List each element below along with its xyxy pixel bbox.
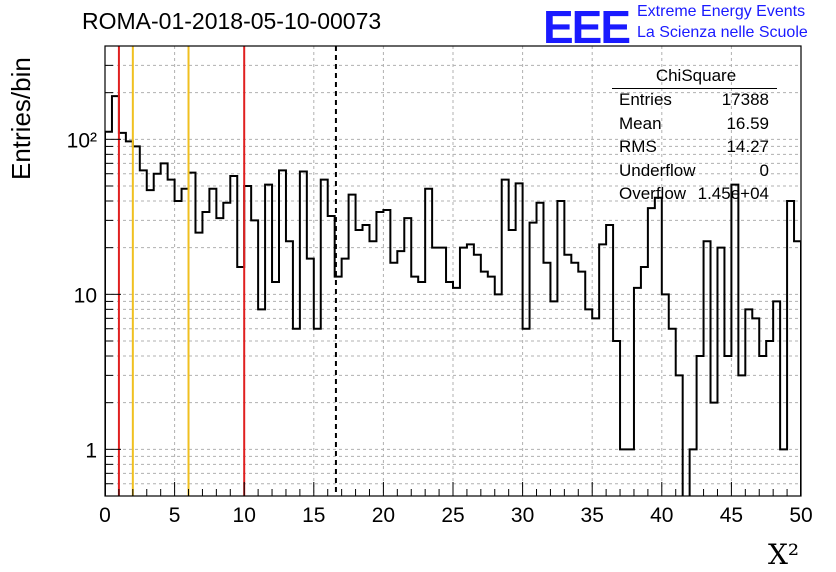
x-tick-label: 25 (441, 504, 464, 527)
stats-key: Mean (619, 113, 662, 133)
logo-subtitle-2: La Scienza nelle Scuole (637, 24, 808, 41)
run-title: ROMA-01-2018-05-10-00073 (82, 8, 382, 34)
stats-title: ChiSquare (655, 66, 737, 85)
stats-key: Underflow (619, 160, 696, 180)
x-tick-label: 40 (650, 504, 673, 527)
stats-value: 17388 (721, 90, 769, 109)
x-tick-label: 5 (169, 504, 181, 527)
x-tick-label: 20 (372, 504, 395, 527)
stats-row-overflow: Overflow 1.45e+04 (612, 183, 780, 207)
stats-row-entries: Entries 17388 (612, 89, 780, 113)
x-tick-label: 35 (581, 504, 604, 527)
stats-key: RMS (619, 137, 657, 156)
logo-subtitle-1: Extreme Energy Events (637, 3, 806, 20)
stats-row-mean: Mean 16.59 (612, 113, 780, 137)
eee-logo: EEE (543, 1, 631, 53)
y-tick-label: 10 (74, 284, 97, 307)
histogram-series (105, 95, 801, 496)
x-tick-label: 30 (511, 504, 534, 527)
stats-title-rule (612, 88, 777, 89)
x-tick-label: 45 (720, 504, 743, 527)
x-axis-label: X² (768, 538, 800, 571)
x-tick-label: 10 (233, 504, 256, 527)
stats-row-rms: RMS 14.27 (612, 136, 780, 160)
stats-row-underflow: Underflow 0 (612, 160, 780, 184)
x-tick-label: 15 (302, 504, 325, 527)
stats-value: 14.27 (726, 137, 769, 156)
x-tick-label: 50 (789, 504, 812, 527)
y-tick-label: 10² (67, 129, 97, 152)
y-tick-label: 1 (85, 439, 97, 462)
stats-key: Entries (619, 90, 672, 109)
stats-key: Overflow (619, 184, 687, 203)
stats-value: 16.59 (726, 113, 769, 133)
stats-value: 1.45e+04 (697, 184, 769, 203)
stats-box: ChiSquare Entries 17388 Mean 16.59 RMS 1… (612, 66, 780, 207)
stats-value: 0 (759, 160, 769, 180)
y-axis-label: Entries/bin (6, 57, 36, 180)
x-tick-label: 0 (99, 504, 111, 527)
